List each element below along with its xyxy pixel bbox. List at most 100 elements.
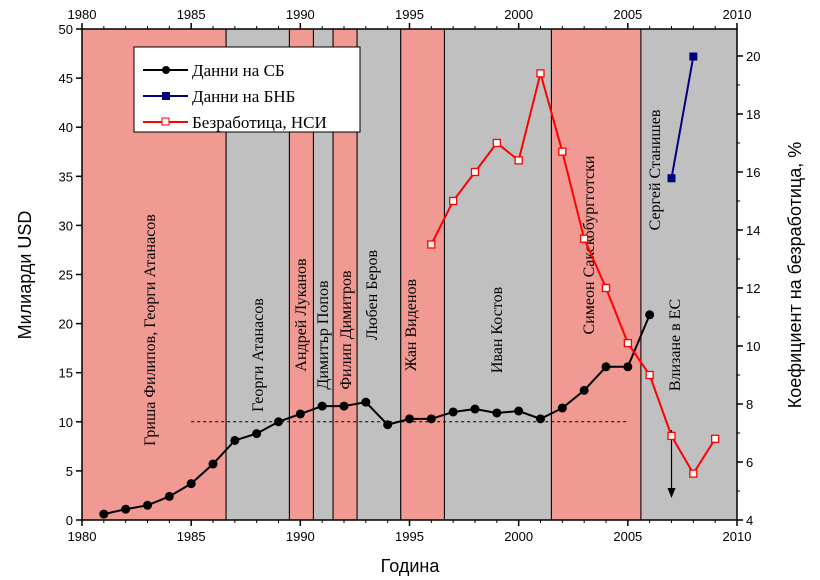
x-tick-label: 2010 [723,529,752,544]
legend-marker [162,92,170,100]
series-line-2 [430,69,717,476]
y-tick-label: 15 [59,366,73,381]
x-tick-label-top: 1985 [177,7,206,22]
data-point [186,479,196,489]
x-tick-label: 1980 [68,529,97,544]
y-right-tick-label: 14 [746,223,760,238]
data-point [274,417,283,427]
data-point [470,167,480,177]
y-tick-label: 35 [59,169,73,184]
data-point [601,283,611,293]
x-tick-label-top: 1980 [68,7,97,22]
band-9 [640,28,738,521]
data-point [623,362,633,372]
band-6 [400,28,445,521]
y-tick-label: 50 [59,22,73,37]
data-point [689,52,698,61]
x-tick-label-top: 1995 [395,7,424,22]
y-tick-label: 45 [59,71,73,86]
data-point [448,407,458,417]
x-tick-label: 2000 [504,529,533,544]
y-right-axis-label: Коефициент на безработица, % [785,142,805,408]
y-right-tick-label: 4 [746,513,753,528]
legend-marker [161,117,170,126]
legend-label: Безработица, НСИ [192,113,327,132]
data-point [470,404,480,414]
data-point [208,459,218,469]
annotation-eu: Влизане в ЕС [667,299,684,391]
y-tick-label: 40 [59,120,73,135]
data-point [449,196,458,206]
data-point [645,370,654,380]
x-tick-label: 1995 [395,529,424,544]
data-point [143,500,152,510]
band-label: Филип Димитров [338,270,355,390]
x-tick-label: 2005 [613,529,642,544]
x-tick-label: 1990 [286,529,315,544]
y-tick-label: 0 [66,513,73,528]
data-point [689,469,698,478]
x-tick-label: 1985 [177,529,206,544]
data-point [711,434,720,443]
data-point [339,401,349,411]
data-point [426,414,436,424]
data-point [492,138,501,148]
data-point [295,409,305,419]
data-point [667,431,676,441]
legend-marker [162,66,170,74]
data-point [514,406,524,416]
data-point [514,156,523,165]
band-label: Иван Костов [489,286,506,373]
data-point [405,414,414,424]
y-right-tick-label: 10 [746,339,760,354]
data-point [164,491,174,501]
arrow-head-icon [667,488,676,498]
y-tick-label: 30 [59,218,73,233]
data-point [579,385,589,395]
data-point [536,69,545,78]
data-point [230,435,240,445]
band-label: Георги Атанасов [250,298,267,412]
y-tick-label: 5 [66,464,73,479]
data-point [427,240,436,249]
x-tick-label-top: 1990 [286,7,315,22]
data-point [99,509,109,519]
x-tick-label-top: 2005 [613,7,642,22]
legend-label: Данни на БНБ [192,87,295,106]
data-point [645,310,655,320]
band-label: Андрей Луканов [293,258,310,372]
y-axis-label: Милиарди USD [15,211,35,340]
data-point [121,504,131,514]
data-point [601,362,611,372]
data-point [317,401,327,411]
band-7 [443,28,552,521]
data-point [557,403,567,413]
y-tick-label: 10 [59,415,73,430]
band-label: Любен Беров [364,249,381,340]
data-point [536,414,545,424]
band-label: Гриша Филипов, Георги Атанасов [142,214,159,446]
y-right-tick-label: 12 [746,281,760,296]
data-point [492,408,502,418]
series-line-1 [670,56,695,179]
band-label: Димитър Попов [315,280,332,390]
y-right-tick-label: 16 [746,165,760,180]
legend [133,46,361,133]
y-right-tick-label: 6 [746,455,753,470]
band-label: Симеон Сакскобургготски [581,155,598,334]
data-point [667,174,676,183]
legend-label: Данни на СБ [192,61,285,80]
data-point [383,420,393,430]
y-tick-label: 25 [59,268,73,283]
data-point [580,234,589,243]
data-point [558,147,567,156]
data-point [252,429,262,439]
data-point [361,397,371,407]
x-tick-label-top: 2000 [504,7,533,22]
x-axis-label: Година [381,556,441,576]
y-tick-label: 20 [59,317,73,332]
data-point [623,338,632,348]
y-right-tick-label: 8 [746,397,753,412]
y-right-tick-label: 18 [746,107,760,122]
